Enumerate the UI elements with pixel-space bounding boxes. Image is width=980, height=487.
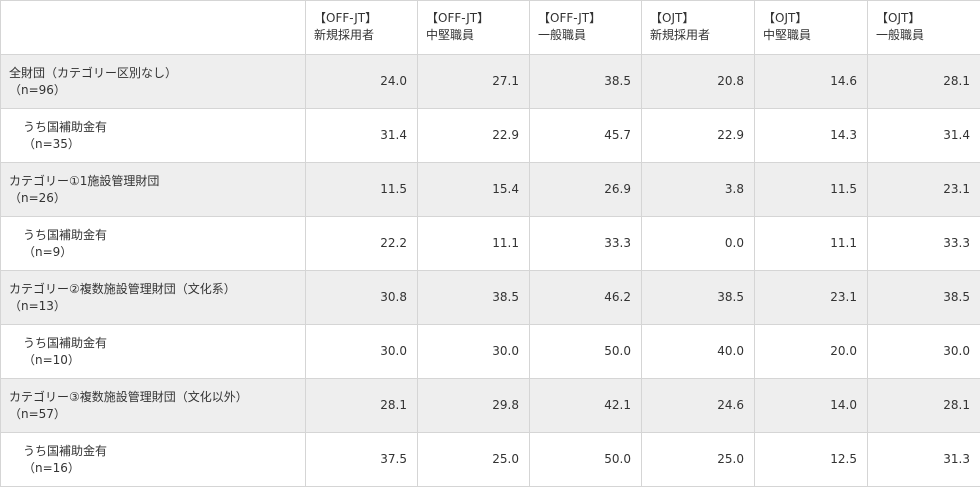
row-label-cell: カテゴリー②複数施設管理財団（文化系） （n=13） xyxy=(0,270,306,325)
value-cell: 28.1 xyxy=(305,378,418,433)
value-cell: 30.0 xyxy=(867,324,980,379)
value-cell: 28.1 xyxy=(867,54,980,109)
value-cell: 15.4 xyxy=(417,162,530,217)
row-label-cell: うち国補助金有 （n=10） xyxy=(0,324,306,379)
value-cell: 38.5 xyxy=(529,54,642,109)
value-cell: 46.2 xyxy=(529,270,642,325)
value-cell: 3.8 xyxy=(641,162,755,217)
row-sample-size: （n=16） xyxy=(23,460,80,475)
value-cell: 20.8 xyxy=(641,54,755,109)
value-cell: 22.2 xyxy=(305,216,418,271)
row-sample-size: （n=13） xyxy=(9,298,66,313)
value-cell: 50.0 xyxy=(529,324,642,379)
value-cell: 11.5 xyxy=(754,162,868,217)
value-cell: 38.5 xyxy=(417,270,530,325)
value-cell: 33.3 xyxy=(529,216,642,271)
value-cell: 28.1 xyxy=(867,378,980,433)
row-label-cell: 全財団（カテゴリー区別なし） （n=96） xyxy=(0,54,306,109)
value-cell: 0.0 xyxy=(641,216,755,271)
value-cell: 45.7 xyxy=(529,108,642,163)
row-sample-size: （n=9） xyxy=(23,244,73,259)
row-label-cell: カテゴリー①1施設管理財団 （n=26） xyxy=(0,162,306,217)
row-label-cell: カテゴリー③複数施設管理財団（文化以外） （n=57） xyxy=(0,378,306,433)
table-row: カテゴリー①1施設管理財団 （n=26） 11.5 15.4 26.9 3.8 1… xyxy=(0,162,980,217)
header-row: 【OFF-JT】 新規採用者 【OFF-JT】 中堅職員 【OFF-JT】 一般職員 … xyxy=(0,0,980,55)
row-sample-size: （n=96） xyxy=(9,82,66,97)
table-row: うち国補助金有 （n=9） 22.2 11.1 33.3 0.0 11.1 33.… xyxy=(0,216,980,271)
table-row: うち国補助金有 （n=10） 30.0 30.0 50.0 40.0 20.0 3… xyxy=(0,324,980,379)
row-label: カテゴリー①1施設管理財団 xyxy=(9,173,160,188)
value-cell: 23.1 xyxy=(754,270,868,325)
value-cell: 26.9 xyxy=(529,162,642,217)
value-cell: 23.1 xyxy=(867,162,980,217)
value-cell: 24.0 xyxy=(305,54,418,109)
value-cell: 11.5 xyxy=(305,162,418,217)
value-cell: 11.1 xyxy=(754,216,868,271)
value-cell: 14.3 xyxy=(754,108,868,163)
value-cell: 31.4 xyxy=(305,108,418,163)
value-cell: 29.8 xyxy=(417,378,530,433)
row-label-cell: うち国補助金有 （n=35） xyxy=(0,108,306,163)
row-label: うち国補助金有 xyxy=(23,119,108,134)
value-cell: 14.6 xyxy=(754,54,868,109)
value-cell: 38.5 xyxy=(867,270,980,325)
value-cell: 30.0 xyxy=(417,324,530,379)
row-label: カテゴリー③複数施設管理財団（文化以外） xyxy=(9,389,248,404)
table-row: 全財団（カテゴリー区別なし） （n=96） 24.0 27.1 38.5 20.8… xyxy=(0,54,980,109)
table-row: うち国補助金有 （n=16） 37.5 25.0 50.0 25.0 12.5 3… xyxy=(0,432,980,487)
header-cell: 【OFF-JT】 一般職員 xyxy=(529,0,642,55)
row-label: カテゴリー②複数施設管理財団（文化系） xyxy=(9,281,236,296)
value-cell: 11.1 xyxy=(417,216,530,271)
value-cell: 22.9 xyxy=(641,108,755,163)
row-label: うち国補助金有 xyxy=(23,443,108,458)
row-sample-size: （n=26） xyxy=(9,190,66,205)
value-cell: 24.6 xyxy=(641,378,755,433)
table-row: うち国補助金有 （n=35） 31.4 22.9 45.7 22.9 14.3 3… xyxy=(0,108,980,163)
row-label-cell: うち国補助金有 （n=9） xyxy=(0,216,306,271)
row-label: 全財団（カテゴリー区別なし） xyxy=(9,65,178,80)
header-cell: 【OJT】 中堅職員 xyxy=(754,0,868,55)
value-cell: 38.5 xyxy=(641,270,755,325)
header-cell: 【OFF-JT】 中堅職員 xyxy=(417,0,530,55)
row-sample-size: （n=10） xyxy=(23,352,80,367)
value-cell: 25.0 xyxy=(417,432,530,487)
header-corner-cell xyxy=(0,0,306,55)
row-label-cell: うち国補助金有 （n=16） xyxy=(0,432,306,487)
header-cell: 【OJT】 一般職員 xyxy=(867,0,980,55)
value-cell: 30.0 xyxy=(305,324,418,379)
table-row: カテゴリー③複数施設管理財団（文化以外） （n=57） 28.1 29.8 42.… xyxy=(0,378,980,433)
value-cell: 33.3 xyxy=(867,216,980,271)
value-cell: 37.5 xyxy=(305,432,418,487)
value-cell: 20.0 xyxy=(754,324,868,379)
value-cell: 31.4 xyxy=(867,108,980,163)
value-cell: 22.9 xyxy=(417,108,530,163)
value-cell: 31.3 xyxy=(867,432,980,487)
header-cell: 【OFF-JT】 新規採用者 xyxy=(305,0,418,55)
value-cell: 25.0 xyxy=(641,432,755,487)
value-cell: 50.0 xyxy=(529,432,642,487)
row-label: うち国補助金有 xyxy=(23,335,108,350)
row-label: うち国補助金有 xyxy=(23,227,108,242)
value-cell: 27.1 xyxy=(417,54,530,109)
value-cell: 30.8 xyxy=(305,270,418,325)
row-sample-size: （n=57） xyxy=(9,406,66,421)
value-cell: 12.5 xyxy=(754,432,868,487)
value-cell: 42.1 xyxy=(529,378,642,433)
header-cell: 【OJT】 新規採用者 xyxy=(641,0,755,55)
row-sample-size: （n=35） xyxy=(23,136,80,151)
table-row: カテゴリー②複数施設管理財団（文化系） （n=13） 30.8 38.5 46.2… xyxy=(0,270,980,325)
value-cell: 14.0 xyxy=(754,378,868,433)
value-cell: 40.0 xyxy=(641,324,755,379)
